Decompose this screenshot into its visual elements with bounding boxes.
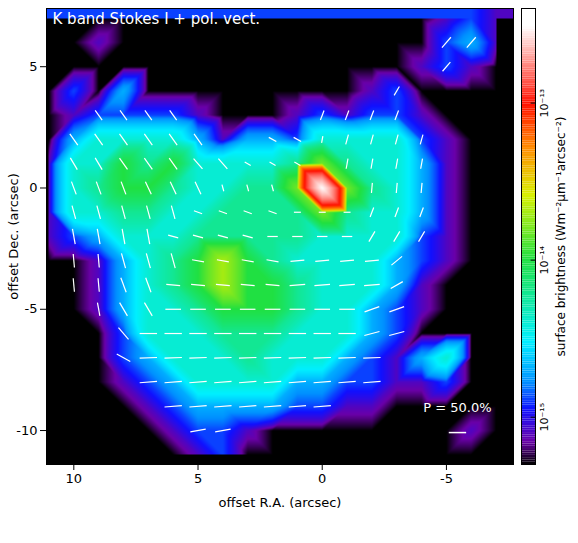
svg-text:10⁻¹⁴: 10⁻¹⁴: [538, 245, 551, 274]
svg-text:offset Dec. (arcsec): offset Dec. (arcsec): [6, 173, 21, 300]
svg-text:0: 0: [29, 180, 37, 195]
svg-text:-5: -5: [440, 471, 453, 486]
svg-text:10: 10: [66, 471, 83, 486]
svg-text:offset R.A. (arcsec): offset R.A. (arcsec): [219, 495, 342, 510]
svg-text:10⁻¹³: 10⁻¹³: [538, 89, 551, 118]
svg-text:10⁻¹⁵: 10⁻¹⁵: [538, 403, 551, 432]
svg-text:5: 5: [29, 59, 37, 74]
svg-text:P = 50.0%: P = 50.0%: [423, 400, 491, 415]
svg-text:-5: -5: [25, 301, 38, 316]
svg-text:surface brightness (Wm⁻²μm⁻¹ar: surface brightness (Wm⁻²μm⁻¹arcsec⁻²): [554, 117, 568, 357]
svg-text:0: 0: [318, 471, 326, 486]
svg-text:-10: -10: [16, 423, 37, 438]
svg-text:K band Stokes I + pol. vect.: K band Stokes I + pol. vect.: [53, 10, 261, 28]
svg-text:5: 5: [194, 471, 202, 486]
